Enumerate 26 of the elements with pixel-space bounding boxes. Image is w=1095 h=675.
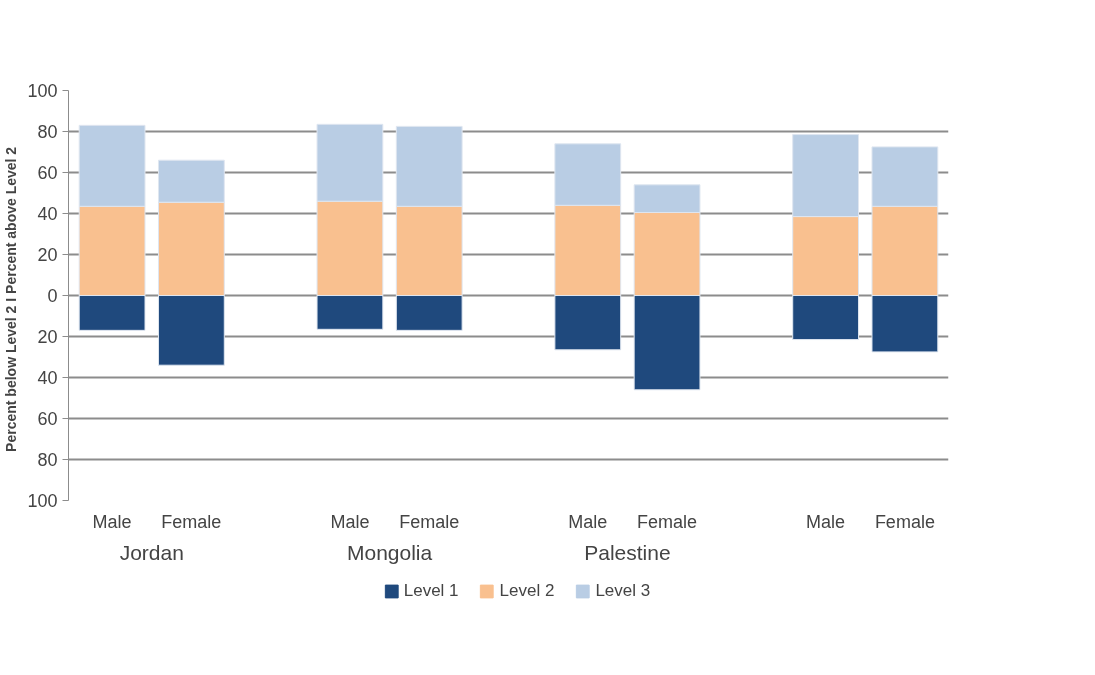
x-tick-label: Male (330, 511, 370, 532)
y-tick-label: 20 (37, 245, 58, 265)
x-tick-label: Female (161, 511, 222, 532)
text: Jordan (119, 540, 184, 564)
y-tick-label: 0 (47, 286, 58, 306)
y-axis-title: Percent below Level 2 I Percent above Level 2 (3, 146, 20, 452)
y-tick-label: 100 (27, 81, 58, 101)
x-tick-label: Female (637, 511, 698, 532)
y-tick-label: 80 (37, 450, 58, 470)
x-tick-label: Male (806, 511, 846, 532)
y-tick-label: 40 (37, 204, 58, 224)
y-tick-label: 60 (37, 409, 58, 429)
x-tick-label: Female (874, 511, 935, 532)
legend-label: Level 2 (499, 581, 555, 601)
text: Mongolia (346, 540, 433, 564)
legend-label: Level 3 (595, 581, 651, 601)
x-tick-label: Male (92, 511, 132, 532)
x-tick-label: Male (568, 511, 608, 532)
legend-label: Level 1 (403, 581, 459, 601)
y-tick-label: 100 (27, 491, 58, 511)
y-tick-label: 60 (37, 163, 58, 183)
x-tick-label: Female (399, 511, 460, 532)
text: Palestine (584, 540, 671, 564)
y-tick-label: 40 (37, 368, 58, 388)
y-tick-label: 20 (37, 327, 58, 347)
y-tick-label: 80 (37, 122, 58, 142)
